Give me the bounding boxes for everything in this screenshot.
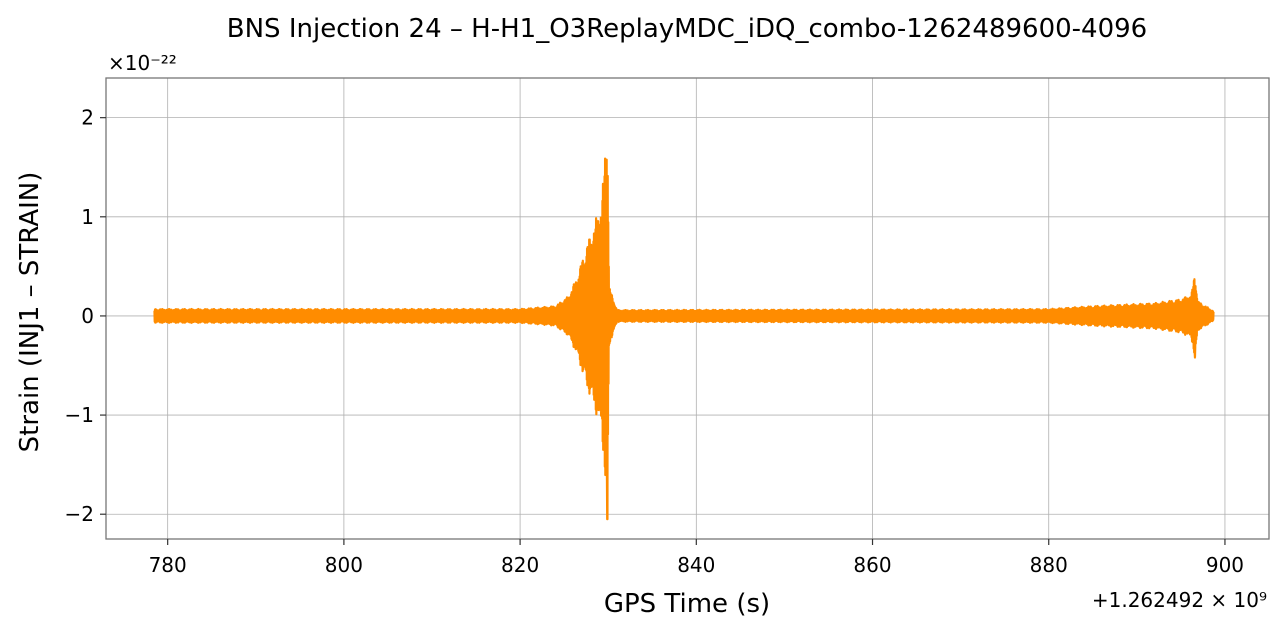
y-axis-label: Strain (INJ1 – STRAIN) <box>15 172 45 453</box>
x-tick-label: 780 <box>149 553 187 577</box>
x-tick-label: 880 <box>1030 553 1068 577</box>
x-tick-label: 820 <box>501 553 539 577</box>
y-tick-label: −2 <box>65 502 94 526</box>
x-tick-label: 800 <box>325 553 363 577</box>
y-scale-label: ×10⁻²² <box>108 51 177 75</box>
axis-ticks: 780 800 820 840 860 880 900 −2 −1 0 1 2 <box>65 106 1245 577</box>
x-offset-label: +1.262492 × 10⁹ <box>1092 588 1267 612</box>
strain-series-line <box>153 157 1215 521</box>
y-tick-label: −1 <box>65 403 94 427</box>
plot-frame <box>105 77 1270 540</box>
chart-title: BNS Injection 24 – H-H1_O3ReplayMDC_iDQ_… <box>227 14 1147 44</box>
y-tick-label: 0 <box>81 304 94 328</box>
x-tick-label: 840 <box>677 553 715 577</box>
y-tick-label: 2 <box>81 106 94 130</box>
x-tick-label: 860 <box>853 553 891 577</box>
x-axis-label: GPS Time (s) <box>604 589 770 619</box>
series-layer <box>153 157 1215 521</box>
x-tick-label: 900 <box>1206 553 1244 577</box>
y-tick-label: 1 <box>81 205 94 229</box>
